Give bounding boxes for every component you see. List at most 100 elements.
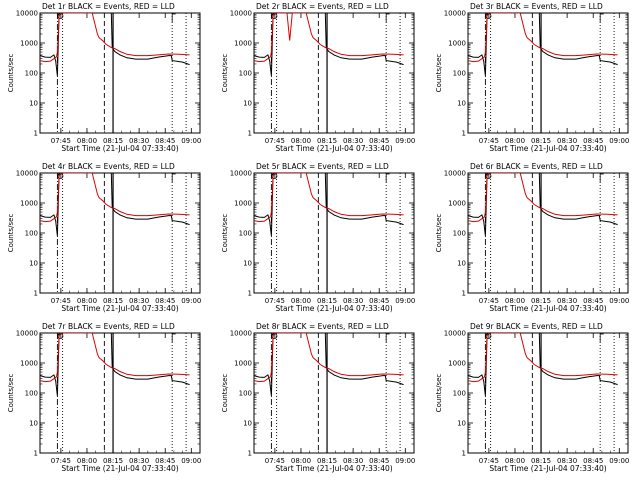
- x-tick-label: 09:00: [395, 457, 415, 465]
- y-tick-label: 100: [453, 230, 466, 238]
- chart-panel: Det 4r BLACK = Events, RED = LLD 1 10 100 10…: [7, 162, 201, 313]
- y-tick-label: 10000: [230, 10, 252, 18]
- plot-frame: [40, 13, 200, 133]
- x-axis-label: Start Time (21-Jul-04 07:33:40): [61, 144, 178, 153]
- y-tick-label: 10000: [444, 10, 466, 18]
- y-tick-label: 10: [457, 420, 466, 428]
- bracket-marker: [600, 14, 603, 22]
- y-tick-label: 1000: [20, 200, 38, 208]
- y-tick-label: 100: [25, 390, 38, 398]
- y-tick-label: 1: [34, 450, 38, 458]
- x-axis-label: Start Time (21-Jul-04 07:33:40): [61, 464, 178, 473]
- x-axis-label: Start Time (21-Jul-04 07:33:40): [275, 464, 392, 473]
- chart-title: Det 5r BLACK = Events, RED = LLD: [256, 162, 389, 171]
- y-tick-label: 10: [457, 100, 466, 108]
- y-tick-label: 10000: [230, 330, 252, 338]
- y-tick-label: 1000: [234, 40, 252, 48]
- chart-title: Det 2r BLACK = Events, RED = LLD: [256, 2, 389, 11]
- chart-panel: Det 5r BLACK = Events, RED = LLD11010010…: [221, 162, 415, 313]
- y-tick-label: 1: [34, 130, 38, 138]
- y-tick-label: 10: [243, 260, 252, 268]
- chart-title: Det 6r BLACK = Events, RED = LLD: [470, 162, 603, 171]
- y-tick-label: 100: [239, 390, 252, 398]
- chart-panel: Det 1r BLACK = Events, RED = LLD 1 10 100 10…: [7, 2, 201, 153]
- plot-frame: [40, 333, 200, 453]
- y-tick-label: 10: [243, 420, 252, 428]
- bracket-marker: [386, 174, 389, 182]
- plot-frame: [468, 13, 628, 133]
- plot-frame: [468, 173, 628, 293]
- y-tick-label: 10: [29, 420, 38, 428]
- bracket-marker: [172, 14, 175, 22]
- y-tick-label: 10: [243, 100, 252, 108]
- chart-panel: Det 6r BLACK = Events, RED = LLD 1 10 100 10…: [435, 162, 629, 313]
- chart-title: Det 3r BLACK = Events, RED = LLD: [470, 2, 603, 11]
- x-axis-label: Start Time (21-Jul-04 07:33:40): [489, 304, 606, 313]
- chart-panel: Det 9r BLACK = Events, RED = LLD 1 10 100 10…: [435, 322, 629, 473]
- x-axis-label: Start Time (21-Jul-04 07:33:40): [61, 304, 178, 313]
- y-tick-label: 100: [453, 390, 466, 398]
- y-tick-label: 10: [29, 260, 38, 268]
- y-axis-label: Counts/sec: [7, 374, 15, 413]
- chart-title: Det 8r BLACK = Events, RED = LLD: [256, 322, 389, 331]
- chart-title: Det 4r BLACK = Events, RED = LLD: [42, 162, 175, 171]
- figure-svg: Det 1r BLACK = Events, RED = LLD11010010…: [0, 0, 640, 480]
- y-tick-label: 1: [462, 450, 466, 458]
- y-tick-label: 10000: [16, 170, 38, 178]
- y-tick-label: 10000: [230, 170, 252, 178]
- y-tick-label: 1000: [448, 200, 466, 208]
- plot-frame: [254, 173, 414, 293]
- bracket-marker: [386, 14, 389, 22]
- detector-chart-grid: Det 1r BLACK = Events, RED = LLD 1 10 100 10…: [0, 0, 640, 480]
- y-tick-label: 10000: [16, 330, 38, 338]
- x-tick-label: 09:00: [609, 137, 629, 145]
- y-tick-label: 10000: [444, 170, 466, 178]
- y-axis-label: Counts/sec: [435, 54, 443, 93]
- chart-panel: Det 7r BLACK = Events, RED = LLD11010010…: [7, 322, 201, 473]
- x-axis-label: Start Time (21-Jul-04 07:33:40): [489, 144, 606, 153]
- plot-frame: [254, 13, 414, 133]
- y-tick-label: 1000: [234, 200, 252, 208]
- bracket-marker: [600, 174, 603, 182]
- x-tick-label: 09:00: [609, 297, 629, 305]
- y-tick-label: 100: [239, 230, 252, 238]
- y-tick-label: 100: [453, 70, 466, 78]
- x-tick-label: 09:00: [181, 137, 201, 145]
- x-tick-label: 09:00: [181, 297, 201, 305]
- x-tick-label: 09:00: [395, 137, 415, 145]
- x-tick-label: 09:00: [609, 457, 629, 465]
- bracket-marker: [172, 334, 175, 342]
- bracket-marker: [386, 334, 389, 342]
- y-tick-label: 10000: [16, 10, 38, 18]
- x-tick-label: 09:00: [395, 297, 415, 305]
- plot-frame: [40, 173, 200, 293]
- plot-frame: [468, 333, 628, 453]
- y-axis-label: Counts/sec: [221, 54, 229, 93]
- y-tick-label: 1: [34, 290, 38, 298]
- y-tick-label: 1000: [234, 360, 252, 368]
- y-tick-label: 100: [25, 230, 38, 238]
- x-tick-label: 09:00: [181, 457, 201, 465]
- y-axis-label: Counts/sec: [221, 374, 229, 413]
- x-axis-label: Start Time (21-Jul-04 07:33:40): [489, 464, 606, 473]
- chart-title: Det 9r BLACK = Events, RED = LLD: [470, 322, 603, 331]
- chart-panel: Det 3r BLACK = Events, RED = LLD 1 10 100 10…: [435, 2, 629, 153]
- x-axis-label: Start Time (21-Jul-04 07:33:40): [275, 304, 392, 313]
- y-axis-label: Counts/sec: [435, 374, 443, 413]
- y-tick-label: 1000: [20, 360, 38, 368]
- y-axis-label: Counts/sec: [435, 214, 443, 253]
- y-tick-label: 1000: [20, 40, 38, 48]
- y-tick-label: 1: [462, 130, 466, 138]
- y-tick-label: 100: [239, 70, 252, 78]
- y-tick-label: 1: [462, 290, 466, 298]
- bracket-marker: [600, 334, 603, 342]
- y-tick-label: 10: [29, 100, 38, 108]
- y-tick-label: 100: [25, 70, 38, 78]
- plot-frame: [254, 333, 414, 453]
- y-tick-label: 10000: [444, 330, 466, 338]
- y-tick-label: 1: [248, 130, 252, 138]
- y-axis-label: Counts/sec: [7, 54, 15, 93]
- chart-title: Det 1r BLACK = Events, RED = LLD: [42, 2, 175, 11]
- x-axis-label: Start Time (21-Jul-04 07:33:40): [275, 144, 392, 153]
- chart-panel: Det 8r BLACK = Events, RED = LLD11010010…: [221, 322, 415, 473]
